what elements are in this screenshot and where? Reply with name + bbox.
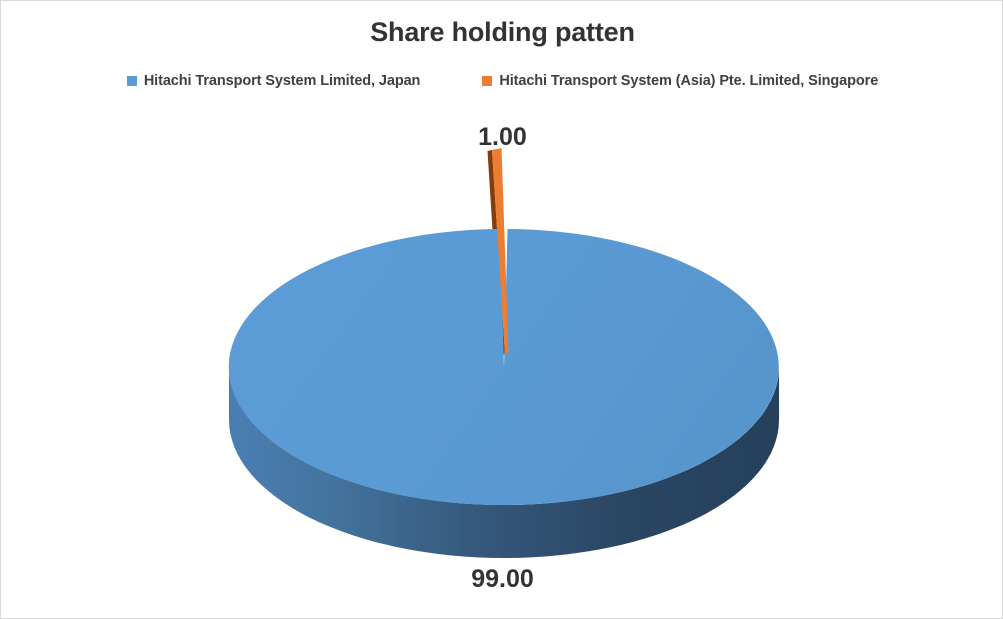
legend-swatch-blue-icon bbox=[126, 76, 137, 86]
legend-item-japan[interactable]: Hitachi Transport System Limited, Japan bbox=[126, 73, 421, 89]
pie-chart-graphic bbox=[228, 148, 779, 558]
pie-slice-top-orange bbox=[492, 148, 509, 354]
chart-title: Share holding patten bbox=[370, 17, 635, 47]
legend-swatch-orange-icon bbox=[482, 76, 493, 86]
legend-label-singapore: Hitachi Transport System (Asia) Pte. Lim… bbox=[499, 73, 879, 89]
chart-legend: Hitachi Transport System Limited, Japan … bbox=[1, 73, 1002, 89]
legend-item-singapore[interactable]: Hitachi Transport System (Asia) Pte. Lim… bbox=[482, 73, 878, 89]
plot-area: 1.00 99.00 bbox=[1, 101, 1002, 618]
data-label-large-slice: 99.00 bbox=[471, 565, 534, 593]
pie-slice-top-blue bbox=[228, 229, 779, 505]
legend-label-japan: Hitachi Transport System Limited, Japan bbox=[143, 73, 421, 89]
data-label-small-slice: 1.00 bbox=[478, 123, 527, 151]
pie-slice-side-blue bbox=[229, 367, 779, 558]
